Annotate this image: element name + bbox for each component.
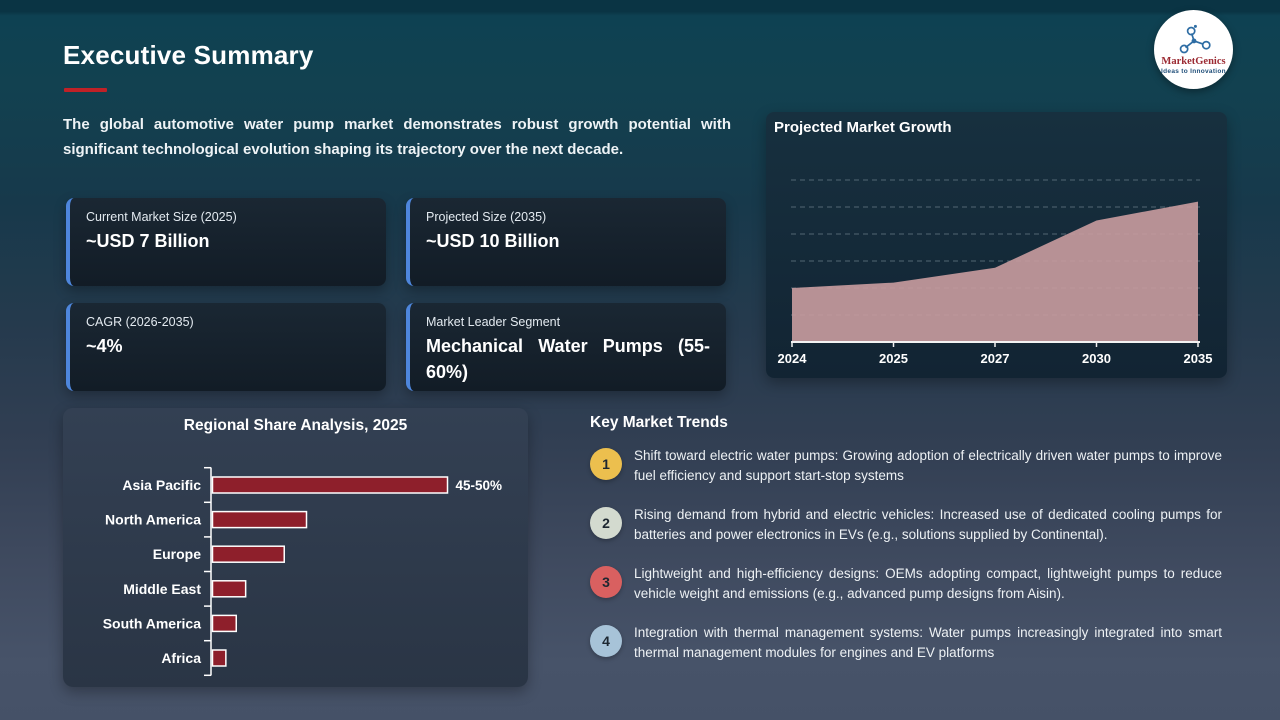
bar <box>211 580 247 598</box>
logo-tagline: Ideas to Innovation <box>1161 67 1226 75</box>
stat-card-label: Current Market Size (2025) <box>86 210 237 224</box>
area-series <box>792 201 1198 342</box>
trend-item: 2 Rising demand from hybrid and electric … <box>590 505 1222 544</box>
trend-text: Integration with thermal management syst… <box>634 625 1222 660</box>
trend-number-badge: 2 <box>590 507 622 539</box>
regional-chart-title: Regional Share Analysis, 2025 <box>183 417 408 434</box>
x-tick-label: 2025 <box>879 351 908 366</box>
trends-heading: Key Market Trends <box>590 414 728 431</box>
bar <box>211 649 227 667</box>
stat-card-value: ~USD 10 Billion <box>426 231 560 251</box>
regional-bar-chart: Asia Pacific 45-50% North America Europe Mid… <box>103 466 503 677</box>
trend-text: Lightweight and high-efficiency designs:… <box>634 566 1222 601</box>
bar-category-label: Asia Pacific <box>122 477 201 493</box>
projected-market-growth-card: Projected Market Growth 2024 2025 2027 2030… <box>766 112 1227 378</box>
x-tick-label: 2027 <box>981 351 1010 366</box>
growth-chart-title: Projected Market Growth <box>774 119 952 136</box>
trend-text: Shift toward electric water pumps: Growi… <box>634 448 1222 483</box>
bar-category-label: Africa <box>161 650 201 666</box>
stat-card-label: Projected Size (2035) <box>426 210 547 224</box>
logo-name: MarketGenics <box>1161 55 1226 67</box>
bar <box>211 545 285 563</box>
x-tick-label: 2035 <box>1184 351 1213 366</box>
bar <box>211 510 308 529</box>
stat-card-label: CAGR (2026-2035) <box>86 315 194 329</box>
page-title: Executive Summary <box>63 40 314 70</box>
key-market-trends-section: Key Market Trends 1 Shift toward electric… <box>590 414 1222 682</box>
bar <box>211 476 449 494</box>
bar-category-label: Europe <box>153 546 201 562</box>
title-accent-underline <box>64 88 107 92</box>
bar <box>211 614 237 633</box>
molecule-icon <box>1179 24 1211 53</box>
x-tick-label: 2024 <box>778 351 808 366</box>
trend-number-badge: 1 <box>590 448 622 480</box>
trend-item: 3 Lightweight and high-efficiency designs… <box>590 564 1222 603</box>
growth-area-chart: 2024 2025 2027 2030 2035 <box>778 179 1213 366</box>
x-tick-label: 2030 <box>1082 351 1111 366</box>
stat-card-label: Market Leader Segment <box>426 315 561 329</box>
bar-value-label: 45-50% <box>456 478 503 493</box>
stat-card-value: Mechanical Water Pumps (55-60%) <box>426 336 710 382</box>
stat-card: Projected Size (2035) ~USD 10 Billion <box>406 198 726 286</box>
trend-item: 4 Integration with thermal management sys… <box>590 623 1222 662</box>
intro-paragraph: The global automotive water pump market … <box>63 116 731 158</box>
stat-card-value: ~4% <box>86 336 123 356</box>
stat-card-value: ~USD 7 Billion <box>86 231 210 251</box>
stat-card-grid: Current Market Size (2025) ~USD 7 Billion… <box>66 198 726 391</box>
trend-number-badge: 4 <box>590 625 622 657</box>
stat-card: CAGR (2026-2035) ~4% <box>66 303 386 391</box>
stat-card: Market Leader Segment Mechanical Water Pu… <box>406 303 726 391</box>
trend-text: Rising demand from hybrid and electric v… <box>634 507 1222 542</box>
bar-category-label: South America <box>103 615 201 631</box>
trend-number-badge: 3 <box>590 566 622 598</box>
stat-card: Current Market Size (2025) ~USD 7 Billion <box>66 198 386 286</box>
trend-item: 1 Shift toward electric water pumps: Grow… <box>590 446 1222 485</box>
regional-share-card: Regional Share Analysis, 2025 Asia Pacif… <box>63 408 528 687</box>
bar-category-label: North America <box>105 512 201 528</box>
marketgenics-logo: MarketGenics Ideas to Innovation <box>1154 10 1233 89</box>
trend-list: 1 Shift toward electric water pumps: Grow… <box>590 446 1222 662</box>
bar-category-label: Middle East <box>123 581 201 597</box>
